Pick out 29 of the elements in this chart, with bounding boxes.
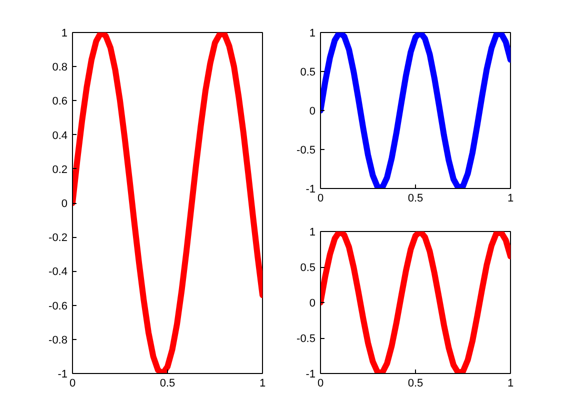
y-tick-label: -0.6 <box>48 300 68 312</box>
x-tick-label: 0 <box>69 378 76 390</box>
y-tick-label: 0.5 <box>300 66 316 78</box>
x-tick-label: 0.5 <box>408 192 424 204</box>
x-tick-label: 1 <box>259 378 266 390</box>
y-tick-label: 0.6 <box>52 96 68 108</box>
y-tick-label: -0.8 <box>48 334 68 346</box>
y-tick-label: -0.4 <box>48 266 68 278</box>
y-tick-label: -0.2 <box>48 232 68 244</box>
y-tick-label: -1 <box>306 184 316 196</box>
y-tick-label: 0.4 <box>52 130 68 142</box>
y-tick-label: -1 <box>58 368 68 380</box>
y-tick-label: 0.5 <box>300 262 316 274</box>
x-tick-label: 0 <box>317 378 324 390</box>
x-tick-label: 1 <box>507 378 514 390</box>
y-tick-label: -0.5 <box>296 144 316 156</box>
x-tick-label: 0.5 <box>160 378 176 390</box>
y-tick-label: 0 <box>309 106 316 118</box>
y-tick-label: 0.2 <box>52 164 68 176</box>
y-tick-label: 0.8 <box>52 62 68 74</box>
y-tick-label: 1 <box>61 28 68 40</box>
y-tick-label: 1 <box>309 226 316 238</box>
y-tick-label: -0.5 <box>296 333 316 345</box>
x-tick-label: 1 <box>507 192 514 204</box>
y-tick-label: -1 <box>306 368 316 380</box>
y-tick-label: 0 <box>309 298 316 310</box>
x-tick-label: 0 <box>317 192 324 204</box>
x-tick-label: 0.5 <box>408 378 424 390</box>
y-tick-label: 1 <box>309 28 316 40</box>
